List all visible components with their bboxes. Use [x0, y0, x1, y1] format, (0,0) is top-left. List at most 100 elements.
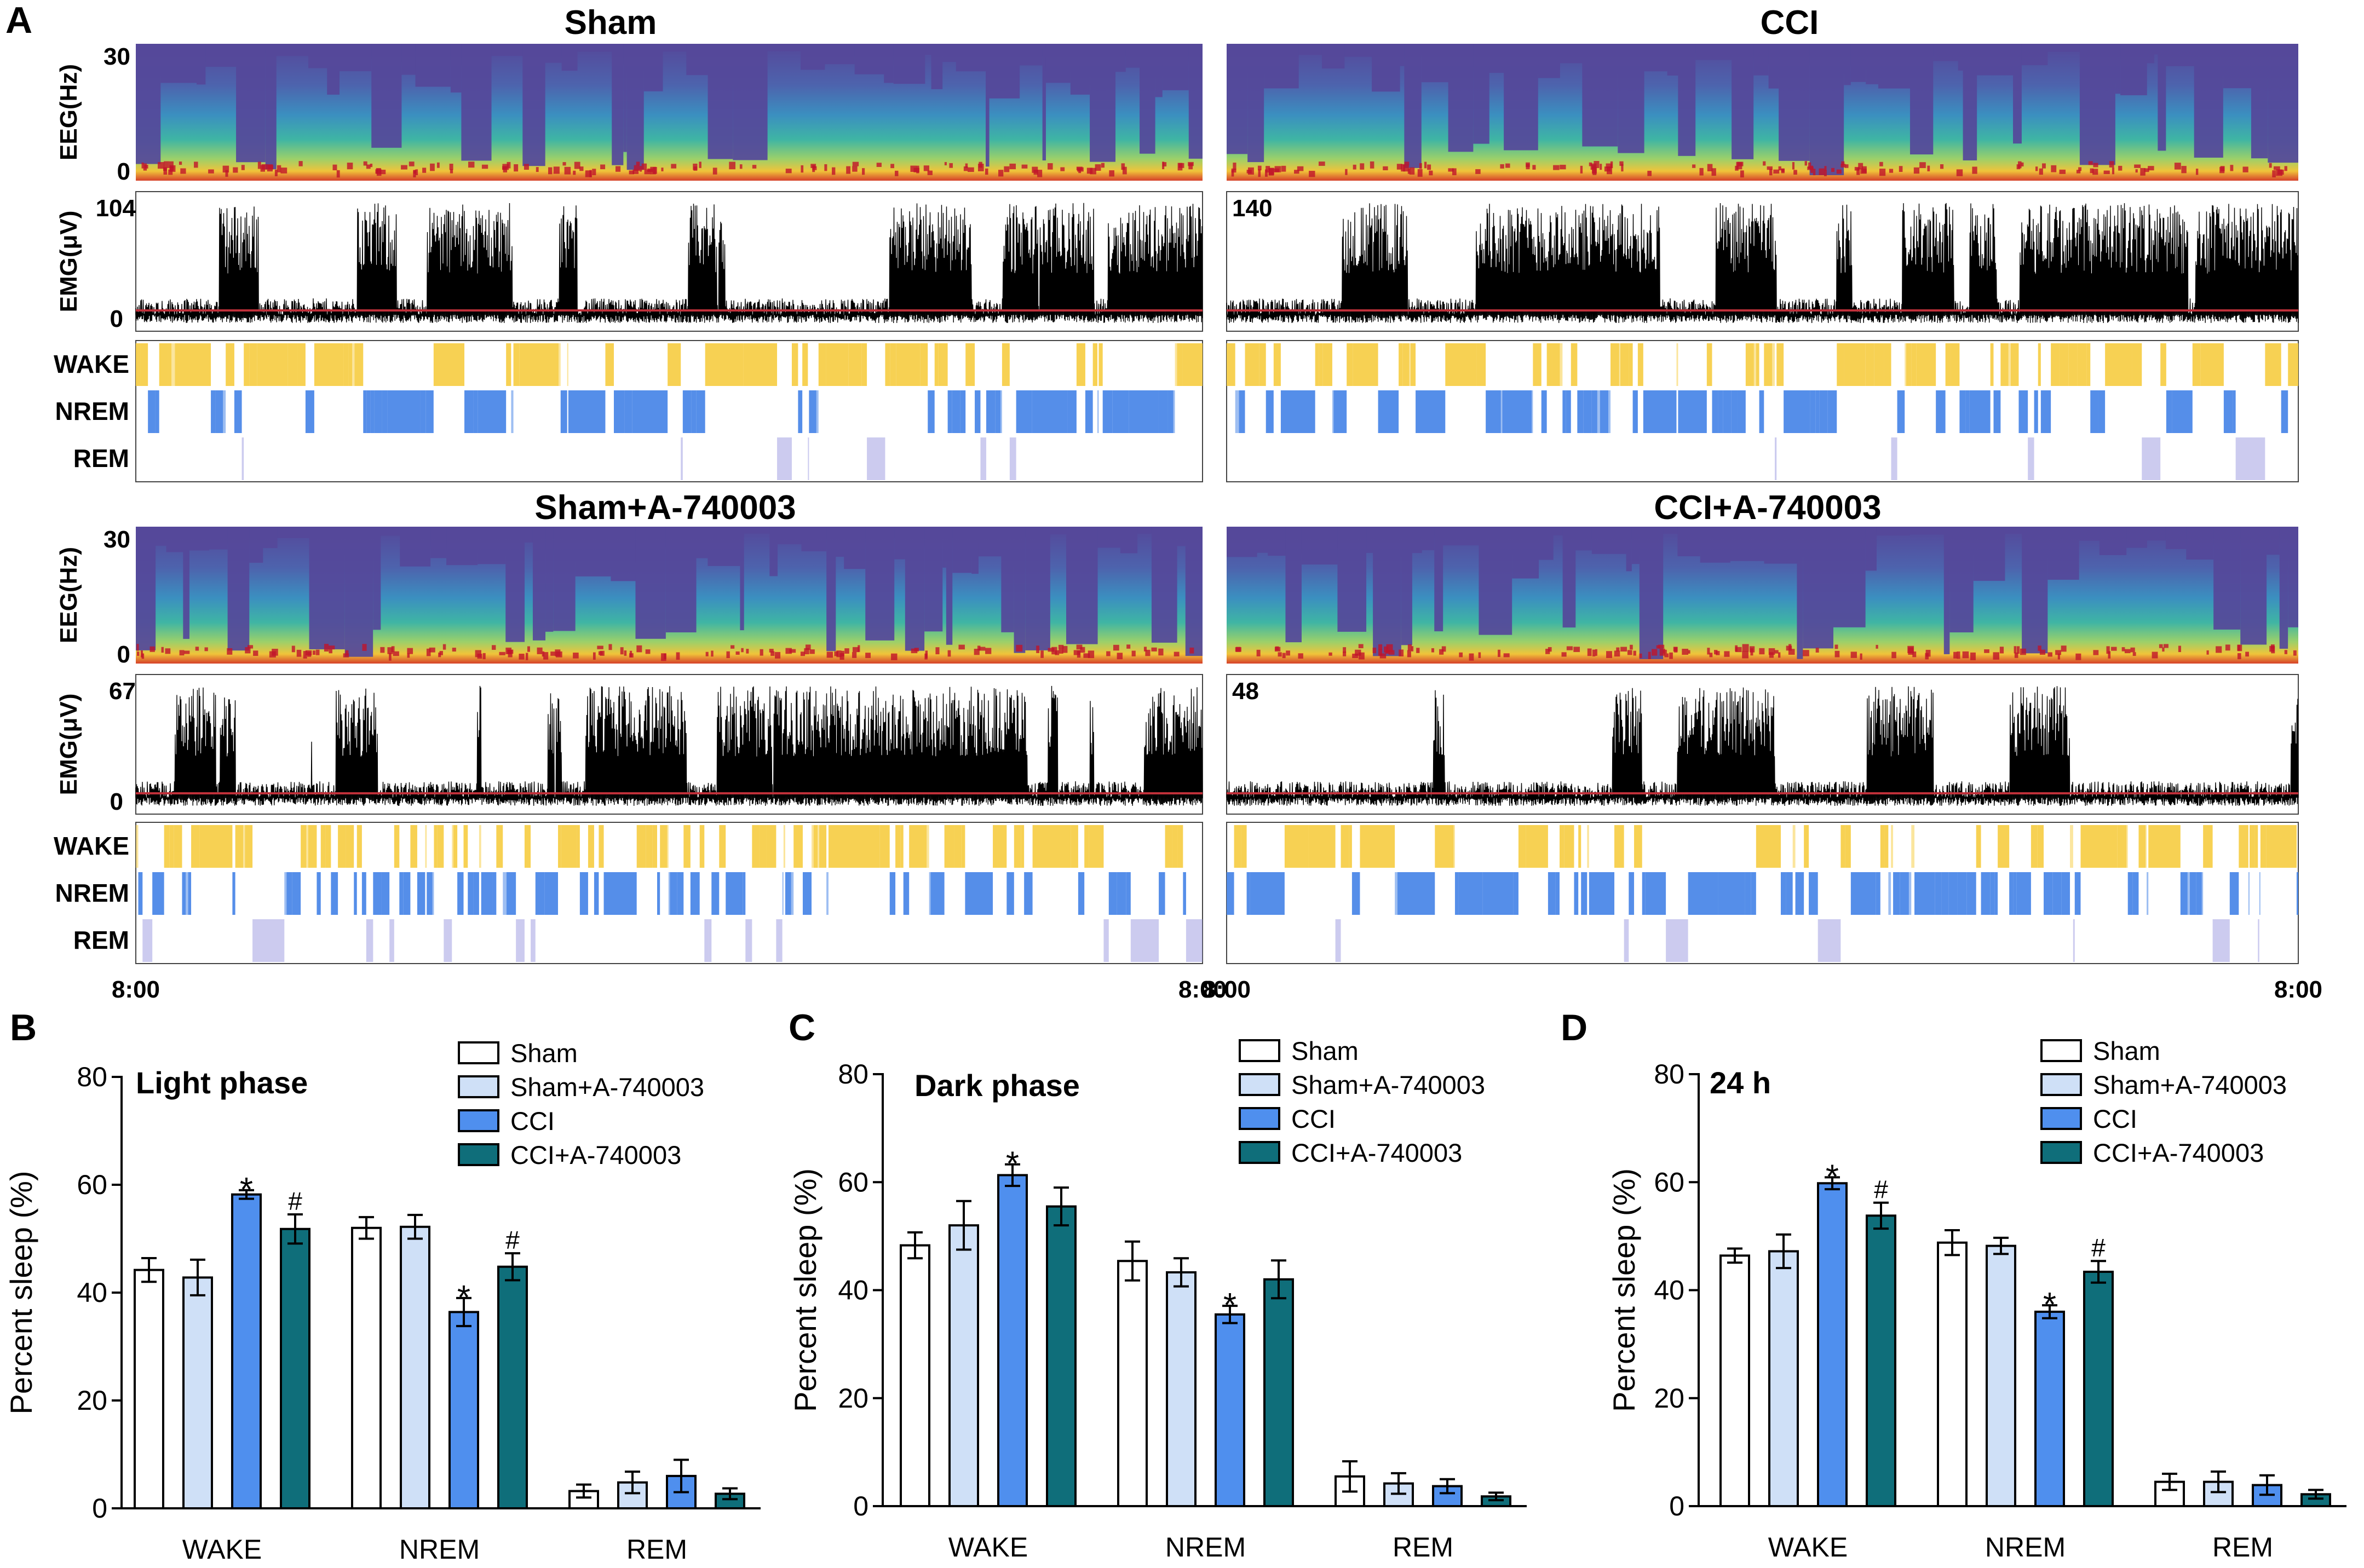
spectrogram-hotspot	[645, 649, 651, 654]
hypnogram-nrem-epoch	[387, 390, 421, 433]
spectrogram-band	[1768, 44, 1779, 89]
hypnogram-wake-epoch	[479, 825, 481, 868]
spectrogram-hotspot	[801, 165, 804, 173]
spectrogram-hotspot	[2057, 653, 2060, 660]
spectrogram-band	[136, 527, 156, 650]
hypnogram-wake-epoch	[944, 825, 954, 868]
hypnogram-wake-epoch	[297, 343, 306, 386]
spectrogram-hotspot	[769, 649, 774, 653]
hypnogram-wake-epoch	[1234, 825, 1241, 868]
spectrogram-hotspot	[542, 651, 545, 657]
spectrogram-hotspot	[1560, 164, 1566, 170]
bar-charts: B 0 20 40 60 80 Percent sleep (%) Light phase WA…	[4, 1007, 2346, 1565]
hypnogram-nrem-epoch	[1108, 872, 1117, 915]
spectrogram-hotspot	[555, 649, 561, 656]
spectrogram-band	[344, 527, 373, 657]
spectrogram-band	[971, 527, 979, 574]
hypnogram-wake-epoch	[605, 343, 614, 386]
hypnogram-wake-epoch	[636, 825, 646, 868]
hypnogram-nrem-epoch	[432, 872, 434, 915]
spectrogram-band	[635, 527, 666, 639]
spectrogram-hotspot	[543, 652, 549, 660]
spectrogram-hotspot	[2220, 166, 2225, 171]
hypnogram-wake-epoch	[848, 343, 862, 386]
hypnogram-wake-epoch	[171, 343, 174, 386]
spectrogram-hotspot	[963, 166, 968, 171]
hypnogram-wake-epoch	[1308, 825, 1336, 868]
spectrogram-hotspot	[550, 652, 556, 656]
spectrogram-hotspot	[1101, 163, 1105, 168]
spectrogram-hotspot	[2269, 645, 2275, 652]
legend-swatch	[1239, 1039, 1280, 1062]
spectrogram-hotspot	[608, 644, 612, 650]
hypnogram-nrem-epoch	[889, 872, 896, 915]
spectrogram-hotspot	[770, 651, 775, 656]
hypnogram-wake-epoch	[802, 343, 808, 386]
spectrogram-hotspot	[183, 650, 190, 654]
y-tick-label: 20	[1654, 1383, 1684, 1414]
x-tick-label-wake: WAKE	[182, 1534, 262, 1565]
hypnogram-nrem-epoch	[1235, 390, 1238, 433]
hypnogram-wake-epoch	[1319, 343, 1323, 386]
hypnogram-wake-epoch	[895, 825, 901, 868]
spectrogram-hotspot	[1009, 163, 1016, 170]
bar-nrem-sham	[351, 1226, 382, 1510]
hypnogram-wake-epoch	[885, 343, 890, 386]
x-tick-label-wake: WAKE	[948, 1532, 1028, 1563]
chart-panel-d: D 0 20 40 60 80 Percent sleep (%) 24 h WAKE NREM R…	[1561, 1007, 2346, 1563]
spectrogram-hotspot	[2016, 646, 2020, 654]
spectrogram-band	[925, 44, 931, 55]
hypnogram-nrem-epoch	[1597, 390, 1600, 433]
hypnogram-nrem-epoch	[417, 872, 425, 915]
eeg-tick-top: 30	[103, 526, 130, 553]
spectrogram-band	[1298, 44, 1322, 55]
spectrogram-band	[825, 44, 855, 65]
hypnogram-rem-epoch	[867, 437, 885, 480]
spectrogram-hotspot	[1591, 165, 1595, 169]
spectrogram-hotspot	[1553, 165, 1560, 170]
spectrogram-band	[2021, 44, 2048, 65]
spectrogram-band	[1700, 527, 1730, 563]
spectrogram-hotspot	[245, 647, 251, 654]
spectrogram-hotspot	[519, 653, 525, 660]
spectrogram-hotspot	[1439, 649, 1444, 655]
spectrogram-hotspot	[1266, 166, 1270, 173]
x-tick-label-rem: REM	[1393, 1532, 1453, 1563]
hypnogram-nrem-epoch	[1458, 872, 1483, 915]
hypnogram-nrem-epoch	[1266, 390, 1274, 433]
spectrogram-hotspot	[1750, 648, 1753, 656]
hypnogram-rem-epoch	[531, 919, 536, 962]
hypnogram-wake-epoch	[1409, 343, 1411, 386]
hypnogram-nrem-epoch	[1908, 872, 1912, 915]
spectrogram-hotspot	[407, 653, 410, 658]
hypnogram-nrem-epoch	[1969, 390, 1991, 433]
spectrogram-band	[1401, 527, 1412, 645]
spectrogram-band	[854, 44, 884, 74]
spectrogram-hotspot	[1688, 650, 1690, 654]
spectrogram-hotspot	[1016, 644, 1023, 652]
y-tick-label: 40	[77, 1277, 107, 1308]
hypnogram-wake-epoch	[1905, 343, 1906, 386]
hypnogram-nrem-epoch	[1102, 390, 1113, 433]
spectrogram-hotspot	[204, 647, 208, 652]
spectrogram-hotspot	[1343, 647, 1347, 653]
eeg-tick-bottom: 0	[117, 158, 130, 185]
spectrogram-hotspot	[1189, 647, 1194, 654]
spectrogram-hotspot	[1627, 650, 1632, 655]
spectrogram-hotspot	[1858, 163, 1863, 170]
spectrogram-hotspot	[1188, 163, 1193, 170]
spectrogram-hotspot	[2061, 645, 2067, 652]
hypnogram-wake-epoch	[1092, 343, 1097, 386]
hypnogram-wake-epoch	[793, 825, 803, 868]
spectrogram-hotspot	[2039, 168, 2043, 175]
chart-title: Dark phase	[914, 1068, 1080, 1103]
x-tick-label-nrem: NREM	[1165, 1532, 1246, 1563]
spectrogram-hotspot	[143, 163, 147, 171]
spectrogram-hotspot	[1940, 164, 1944, 169]
spectrogram-hotspot	[2051, 165, 2057, 172]
spectrogram-hotspot	[1606, 163, 1613, 168]
hypnogram-wake-epoch	[1845, 825, 1851, 868]
spectrogram-hotspot	[1591, 167, 1597, 174]
spectrogram-band	[1639, 527, 1664, 659]
hypnogram-rem-epoch	[980, 437, 986, 480]
